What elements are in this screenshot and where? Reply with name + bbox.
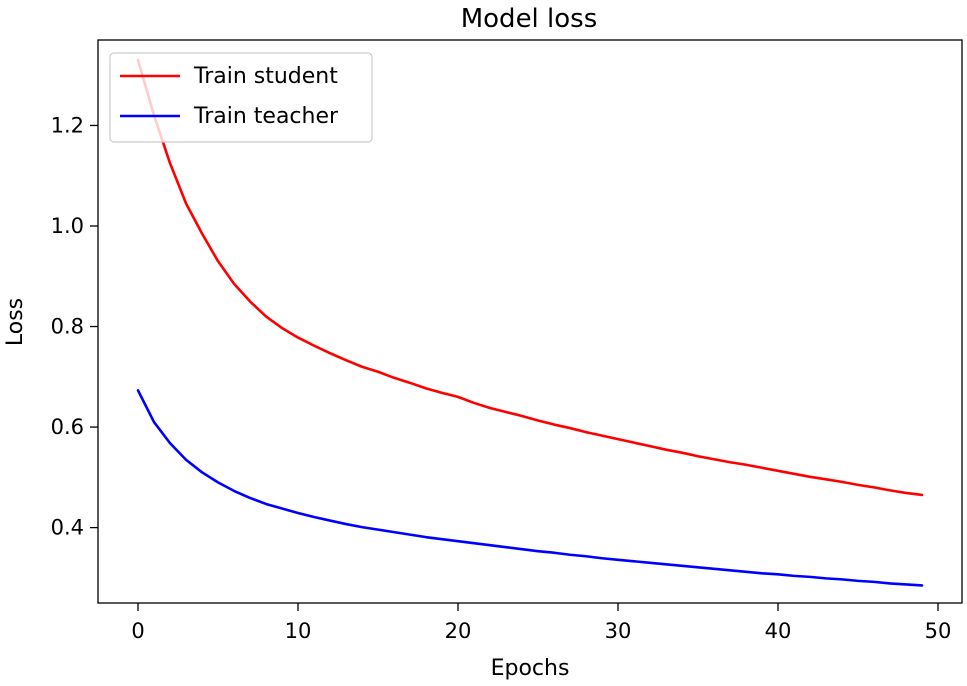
legend: Train student Train teacher xyxy=(109,52,373,143)
x-tick-label: 20 xyxy=(445,619,472,643)
x-axis-ticks: 0 10 20 30 40 50 xyxy=(131,603,951,643)
chart-title: Model loss xyxy=(461,4,598,34)
y-tick-label: 0.6 xyxy=(51,415,84,439)
x-tick-label: 0 xyxy=(131,619,144,643)
y-axis-label: Loss xyxy=(3,298,28,346)
x-tick-label: 10 xyxy=(285,619,312,643)
y-axis-ticks: 0.4 0.6 0.8 1.0 1.2 xyxy=(51,113,98,540)
x-tick-label: 40 xyxy=(765,619,792,643)
series-layer xyxy=(136,58,924,587)
legend-label-train-teacher: Train teacher xyxy=(193,104,339,129)
plot-area-frame xyxy=(97,39,963,604)
series-line-train-teacher xyxy=(136,389,924,587)
legend-label-train-student: Train student xyxy=(193,64,338,89)
y-tick-label: 1.0 xyxy=(51,214,84,238)
x-tick-label: 30 xyxy=(605,619,632,643)
series-line-train-student xyxy=(136,58,924,497)
y-tick-label: 0.8 xyxy=(51,315,84,339)
x-tick-label: 50 xyxy=(925,619,952,643)
y-tick-label: 0.4 xyxy=(51,516,84,540)
y-tick-label: 1.2 xyxy=(51,113,84,137)
x-axis-label: Epochs xyxy=(491,656,570,681)
